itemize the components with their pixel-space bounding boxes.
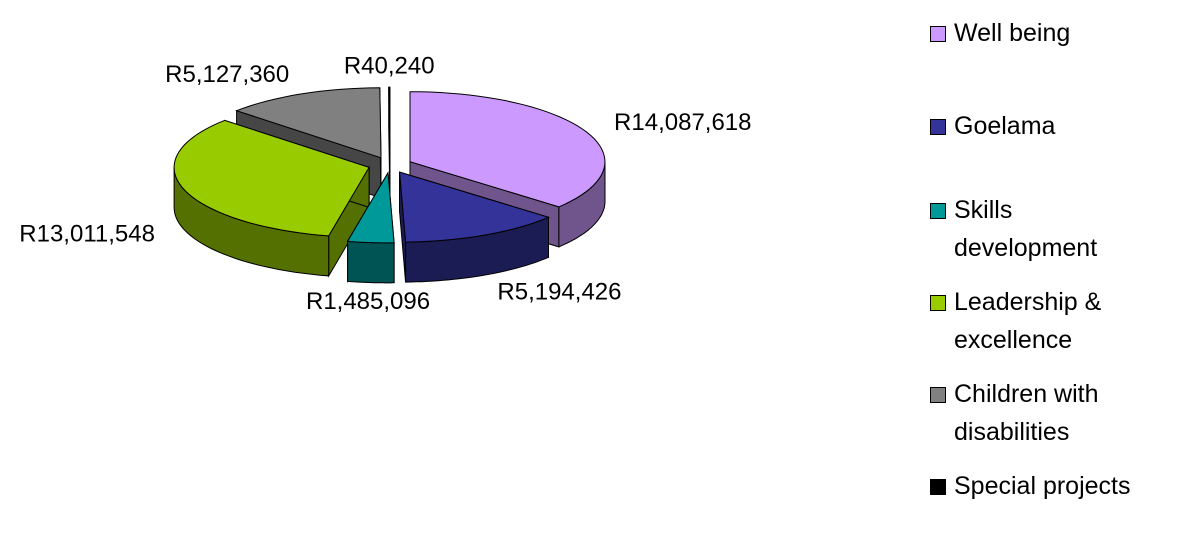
legend-swatch <box>930 387 946 403</box>
legend-label: Skills development <box>954 196 1098 262</box>
data-label: R1,485,096 <box>306 288 430 315</box>
slice <box>346 171 395 284</box>
legend-item: Special projects <box>930 472 1180 505</box>
slice <box>399 171 550 283</box>
data-label: R14,087,618 <box>614 109 751 136</box>
legend-label: Special projects <box>954 472 1131 500</box>
legend-item: Skills development <box>930 196 1180 267</box>
data-label: R5,127,360 <box>165 61 289 88</box>
slice-top <box>173 119 370 237</box>
legend-swatch <box>930 26 946 42</box>
legend-swatch <box>930 119 946 135</box>
data-label: R40,240 <box>344 52 435 79</box>
legend-label: Well being <box>954 19 1071 47</box>
data-label: R13,011,548 <box>19 220 155 247</box>
legend-item: Well being <box>930 19 1180 52</box>
legend-swatch <box>930 203 946 219</box>
data-label: R5,194,426 <box>497 279 621 306</box>
legend-item: Leadership & excellence <box>930 288 1180 359</box>
legend-label: Leadership & excellence <box>954 288 1102 354</box>
slice <box>388 86 391 198</box>
legend-swatch <box>930 479 946 495</box>
slice <box>173 119 370 278</box>
slice-top <box>409 91 606 208</box>
slice-top <box>346 171 395 244</box>
legend-swatch <box>930 295 946 311</box>
legend-label: Children with disabilities <box>954 380 1099 446</box>
slice-wall <box>347 240 395 284</box>
legend-item: Children with disabilities <box>930 380 1180 451</box>
slice-top <box>399 171 550 243</box>
slice-top <box>388 86 391 158</box>
slice-top <box>235 87 382 159</box>
legend-label: Goelama <box>954 112 1056 140</box>
legend-item: Goelama <box>930 112 1180 145</box>
